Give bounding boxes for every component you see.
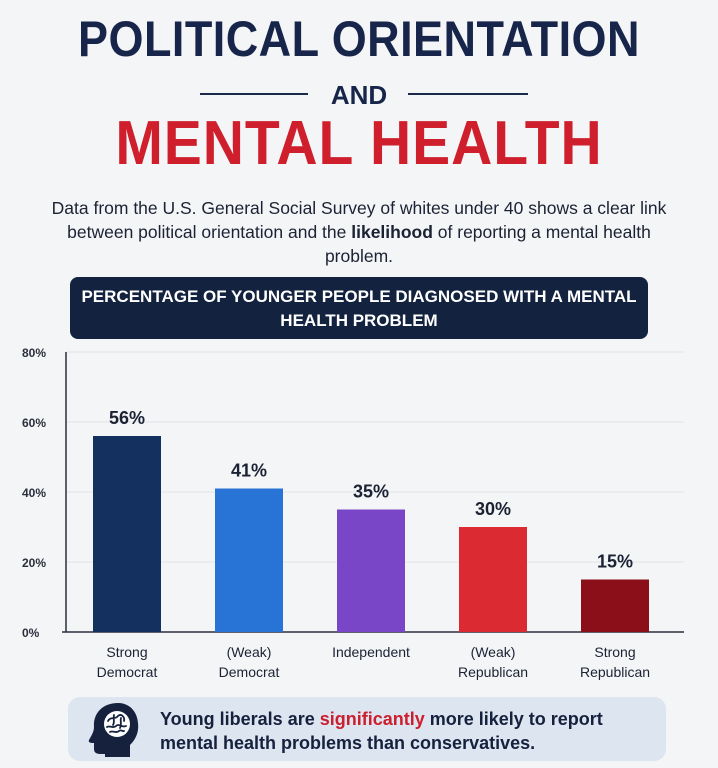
data-label: 41% [231,461,267,481]
x-tick-label: Republican [458,664,528,680]
title-connector: AND [0,80,718,110]
x-tick-label: Democrat [97,664,158,680]
bar [93,436,161,632]
data-label: 35% [353,482,389,502]
head-brain-icon [88,703,139,757]
bar [459,527,527,632]
x-tick-label: Democrat [219,664,280,680]
connector-rule-left [200,93,308,95]
chart-title-banner: PERCENTAGE OF YOUNGER PEOPLE DIAGNOSED W… [70,277,648,339]
x-tick-label: Strong [106,644,147,660]
connector-text: AND [330,80,388,110]
subtitle-text-b: of reporting a mental health problem. [324,222,651,266]
data-label: 30% [475,499,511,519]
subtitle-highlight: likelihood [351,222,433,242]
bar [581,579,649,632]
main-title-line1: POLITICAL ORIENTATION [78,11,640,67]
main-title-line2: MENTAL HEALTH [115,109,603,178]
connector-rule-right [408,93,528,95]
x-tick-label: (Weak) [227,644,272,660]
bar [337,509,405,632]
callout-text: Young liberals are significantly more li… [160,707,660,755]
x-tick-label: Republican [580,664,650,680]
bar [215,488,283,632]
data-label: 56% [109,408,145,428]
y-tick-label: 20% [22,556,46,570]
y-tick-label: 60% [22,416,46,430]
x-tick-label: Independent [332,644,410,660]
x-tick-label: Strong [594,644,635,660]
subtitle: Data from the U.S. General Social Survey… [50,196,668,268]
subtitle-text-a: Data from the U.S. General Social Survey… [51,198,667,242]
bar-chart: 0% 20% 40% 60% 80% 56% Strong Democrat 41% (Weak)… [22,346,684,680]
callout-text-b: more likely to report mental health prob… [160,709,603,753]
data-label: 15% [597,552,633,572]
y-tick-label: 0% [22,626,40,640]
x-tick-label: (Weak) [471,644,516,660]
callout-text-a: Young liberals are [160,709,320,729]
callout-highlight: significantly [319,709,425,729]
conclusion-callout: Young liberals are significantly more li… [68,697,666,761]
y-tick-label: 80% [22,346,46,360]
y-tick-label: 40% [22,486,46,500]
